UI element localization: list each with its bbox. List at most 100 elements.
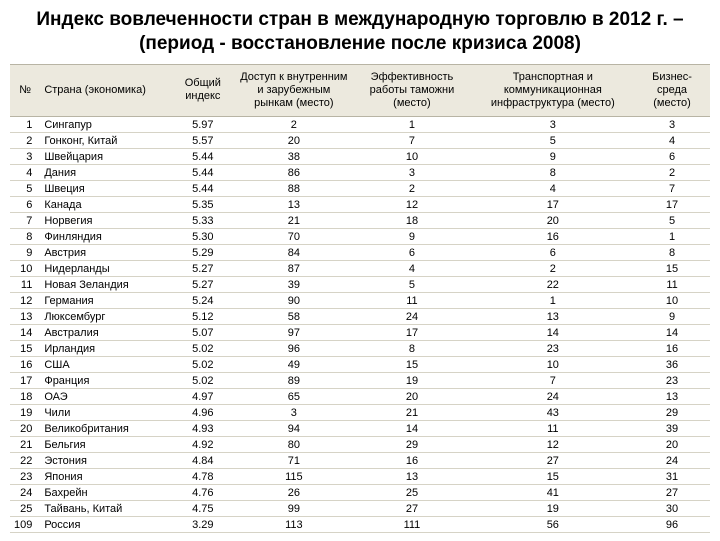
cell-index: 4.75: [170, 501, 235, 517]
table-header: № Страна (экономика) Общий индекс Доступ…: [10, 64, 710, 117]
cell-access: 26: [235, 485, 352, 501]
cell-customs: 19: [352, 373, 471, 389]
cell-access: 20: [235, 133, 352, 149]
cell-index: 5.29: [170, 245, 235, 261]
cell-customs: 7: [352, 133, 471, 149]
cell-index: 5.33: [170, 213, 235, 229]
cell-rank: 24: [10, 485, 40, 501]
cell-infra: 13: [472, 309, 635, 325]
cell-rank: 14: [10, 325, 40, 341]
cell-customs: 8: [352, 341, 471, 357]
cell-country: Канада: [40, 197, 170, 213]
cell-index: 5.97: [170, 117, 235, 133]
cell-rank: 18: [10, 389, 40, 405]
cell-index: 5.44: [170, 181, 235, 197]
cell-country: Австрия: [40, 245, 170, 261]
cell-customs: 20: [352, 389, 471, 405]
table-row: 18ОАЭ4.9765202413: [10, 389, 710, 405]
cell-country: Нидерланды: [40, 261, 170, 277]
cell-access: 86: [235, 165, 352, 181]
cell-country: США: [40, 357, 170, 373]
cell-infra: 41: [472, 485, 635, 501]
cell-biz: 20: [634, 437, 710, 453]
cell-customs: 25: [352, 485, 471, 501]
cell-index: 4.92: [170, 437, 235, 453]
cell-rank: 16: [10, 357, 40, 373]
cell-access: 90: [235, 293, 352, 309]
cell-rank: 21: [10, 437, 40, 453]
table-row: 7Норвегия5.332118205: [10, 213, 710, 229]
cell-rank: 12: [10, 293, 40, 309]
cell-biz: 9: [634, 309, 710, 325]
cell-customs: 2: [352, 181, 471, 197]
table-row: 109Россия3.291131115696: [10, 517, 710, 533]
cell-index: 5.07: [170, 325, 235, 341]
cell-rank: 4: [10, 165, 40, 181]
cell-biz: 5: [634, 213, 710, 229]
cell-country: Норвегия: [40, 213, 170, 229]
cell-rank: 5: [10, 181, 40, 197]
cell-index: 4.96: [170, 405, 235, 421]
cell-infra: 7: [472, 373, 635, 389]
cell-infra: 22: [472, 277, 635, 293]
cell-rank: 11: [10, 277, 40, 293]
cell-infra: 2: [472, 261, 635, 277]
table-row: 14Австралия5.0797171414: [10, 325, 710, 341]
cell-country: Тайвань, Китай: [40, 501, 170, 517]
table-row: 25Тайвань, Китай4.7599271930: [10, 501, 710, 517]
cell-biz: 15: [634, 261, 710, 277]
cell-index: 4.93: [170, 421, 235, 437]
cell-access: 113: [235, 517, 352, 533]
cell-index: 5.24: [170, 293, 235, 309]
cell-country: Германия: [40, 293, 170, 309]
cell-infra: 4: [472, 181, 635, 197]
cell-infra: 56: [472, 517, 635, 533]
cell-rank: 19: [10, 405, 40, 421]
cell-biz: 11: [634, 277, 710, 293]
cell-biz: 7: [634, 181, 710, 197]
cell-country: Швеция: [40, 181, 170, 197]
cell-infra: 9: [472, 149, 635, 165]
cell-access: 65: [235, 389, 352, 405]
cell-biz: 31: [634, 469, 710, 485]
cell-access: 80: [235, 437, 352, 453]
table-row: 17Франция5.028919723: [10, 373, 710, 389]
table-row: 19Чили4.963214329: [10, 405, 710, 421]
cell-customs: 15: [352, 357, 471, 373]
cell-infra: 14: [472, 325, 635, 341]
cell-access: 97: [235, 325, 352, 341]
cell-rank: 25: [10, 501, 40, 517]
cell-access: 58: [235, 309, 352, 325]
cell-index: 4.84: [170, 453, 235, 469]
table-row: 16США5.0249151036: [10, 357, 710, 373]
cell-access: 70: [235, 229, 352, 245]
cell-infra: 24: [472, 389, 635, 405]
cell-index: 5.27: [170, 277, 235, 293]
cell-country: Эстония: [40, 453, 170, 469]
cell-rank: 20: [10, 421, 40, 437]
cell-access: 99: [235, 501, 352, 517]
col-access: Доступ к внутренним и зарубежным рынкам …: [235, 64, 352, 117]
cell-index: 4.78: [170, 469, 235, 485]
cell-customs: 27: [352, 501, 471, 517]
cell-country: Финляндия: [40, 229, 170, 245]
cell-infra: 3: [472, 117, 635, 133]
cell-country: Великобритания: [40, 421, 170, 437]
cell-rank: 10: [10, 261, 40, 277]
cell-customs: 9: [352, 229, 471, 245]
cell-rank: 13: [10, 309, 40, 325]
table-row: 13Люксембург5.125824139: [10, 309, 710, 325]
cell-customs: 29: [352, 437, 471, 453]
cell-biz: 96: [634, 517, 710, 533]
col-infra: Транспортная и коммуникационная инфрастр…: [472, 64, 635, 117]
table-row: 8Финляндия5.30709161: [10, 229, 710, 245]
cell-customs: 5: [352, 277, 471, 293]
cell-access: 84: [235, 245, 352, 261]
cell-biz: 16: [634, 341, 710, 357]
cell-country: Россия: [40, 517, 170, 533]
cell-rank: 22: [10, 453, 40, 469]
cell-biz: 39: [634, 421, 710, 437]
cell-rank: 2: [10, 133, 40, 149]
cell-infra: 20: [472, 213, 635, 229]
cell-biz: 30: [634, 501, 710, 517]
